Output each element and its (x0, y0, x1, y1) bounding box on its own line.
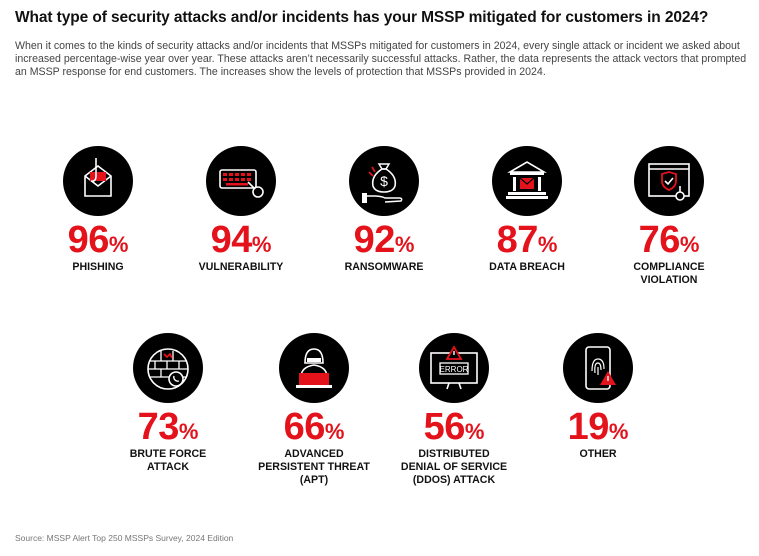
stat-other: 19% OTHER (533, 333, 663, 461)
stat-label: DATA BREACH (489, 261, 565, 273)
percent-sign: % (394, 232, 415, 257)
bank-building-icon (492, 146, 562, 216)
stat-label: DISTRIBUTED DENIAL OF SERVICE (DDOS) ATT… (400, 448, 508, 486)
stat-ddos-attack: ERROR 56% DISTRIBUTED DENIAL OF SERVICE … (389, 333, 519, 487)
stat-value: 96 (67, 219, 110, 261)
keyboard-key-icon (206, 146, 276, 216)
fingerprint-phone-icon (563, 333, 633, 403)
phishing-email-icon (63, 146, 133, 216)
stat-label: BRUTE FORCE ATTACK (129, 448, 207, 473)
stat-compliance-violation: 76% COMPLIANCE VIOLATION (604, 146, 734, 287)
stat-label: COMPLIANCE VIOLATION (633, 261, 705, 286)
hacker-laptop-icon (279, 333, 349, 403)
stat-value: 87 (496, 219, 539, 261)
brick-wall-bomb-icon (133, 333, 203, 403)
percent-sign: % (608, 419, 629, 444)
stat-brute-force-attack: 73% BRUTE FORCE ATTACK (103, 333, 233, 474)
stat-value: 94 (210, 219, 253, 261)
stat-phishing: 96% PHISHING (33, 146, 163, 274)
page-title: What type of security attacks and/or inc… (15, 9, 709, 26)
stat-label: OTHER (579, 448, 617, 460)
stat-data-breach: 87% DATA BREACH (462, 146, 592, 274)
money-bag-hand-icon: $ (349, 146, 419, 216)
percent-sign: % (324, 419, 345, 444)
percent-sign: % (537, 232, 558, 257)
error-screen-icon: ERROR (419, 333, 489, 403)
percent-sign: % (108, 232, 129, 257)
stat-label: VULNERABILITY (198, 261, 284, 273)
source-note: Source: MSSP Alert Top 250 MSSPs Survey,… (15, 533, 234, 543)
stat-value: 92 (353, 219, 396, 261)
svg-text:$: $ (380, 173, 388, 189)
stat-advanced-persistent-threat: 66% ADVANCED PERSISTENT THREAT (APT) (249, 333, 379, 487)
stat-label: ADVANCED PERSISTENT THREAT (APT) (258, 448, 370, 486)
percent-sign: % (464, 419, 485, 444)
percent-sign: % (178, 419, 199, 444)
percent-sign: % (679, 232, 700, 257)
stat-label: RANSOMWARE (344, 261, 424, 273)
stat-value: 19 (567, 406, 610, 448)
stat-label: PHISHING (72, 261, 124, 273)
stat-vulnerability: 94% VULNERABILITY (176, 146, 306, 274)
intro-paragraph: When it comes to the kinds of security a… (15, 40, 747, 79)
stat-value: 66 (283, 406, 326, 448)
stat-ransomware: $ 92% RANSOMWARE (319, 146, 449, 274)
stat-value: 73 (137, 406, 180, 448)
stat-value: 56 (423, 406, 466, 448)
error-screen-text: ERROR (440, 365, 469, 374)
stat-value: 76 (638, 219, 681, 261)
percent-sign: % (251, 232, 272, 257)
shield-window-icon (634, 146, 704, 216)
